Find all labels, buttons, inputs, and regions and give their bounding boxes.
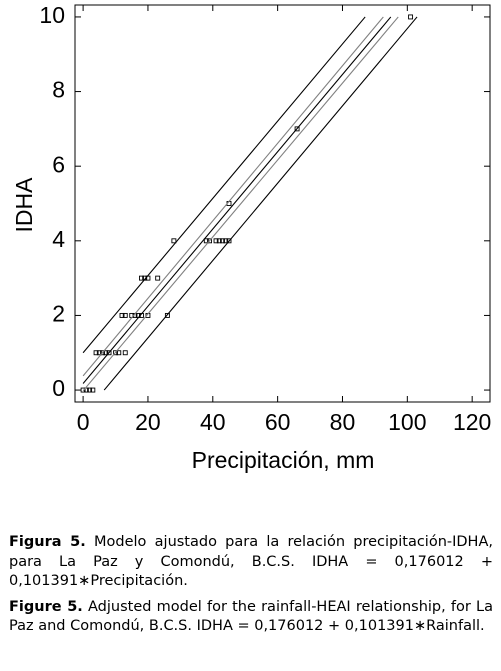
fit-line: [82, 16, 366, 354]
x-axis-label: Precipitación, mm: [192, 447, 375, 473]
data-point: [96, 350, 102, 356]
y-tick-label: 6: [52, 151, 65, 177]
data-point: [164, 312, 170, 318]
caption-es: Figura 5. Modelo ajustado para la relaci…: [9, 533, 493, 592]
y-tick-label: 4: [52, 226, 65, 252]
caption-text: Adjusted model for the rainfall-HEAI rel…: [9, 598, 494, 635]
y-tick-label: 10: [39, 2, 65, 28]
y-tick-label: 8: [52, 77, 65, 103]
x-tick-label: 0: [77, 409, 90, 435]
y-axis-label: IDHA: [11, 177, 37, 233]
caption-en: Figure 5. Adjusted model for the rainfal…: [9, 598, 493, 637]
data-point: [93, 350, 99, 356]
fit-line: [103, 16, 418, 391]
data-point: [113, 350, 118, 356]
x-tick-label: 80: [330, 409, 356, 435]
data-point: [87, 387, 93, 393]
data-point: [223, 238, 229, 244]
data-point: [216, 238, 222, 244]
data-point: [116, 350, 122, 356]
plot-frame: [74, 4, 491, 403]
data-point: [171, 238, 177, 244]
data-point: [100, 350, 106, 356]
y-tick-label: 2: [52, 301, 65, 327]
x-tick-label: 20: [135, 409, 161, 435]
data-point: [106, 350, 112, 356]
data-point: [408, 14, 414, 20]
x-tick-label: 100: [388, 409, 426, 435]
data-point: [122, 350, 128, 356]
caption: Figura 5. Modelo ajustado para la relaci…: [9, 533, 493, 643]
x-tick-label: 120: [453, 409, 491, 435]
caption-label: Figura 5.: [9, 534, 86, 550]
caption-label: Figure 5.: [9, 598, 83, 615]
data-point: [155, 275, 161, 281]
data-point: [80, 387, 86, 393]
data-point: [90, 387, 96, 393]
x-tick-label: 40: [200, 409, 226, 435]
data-point: [119, 312, 125, 318]
data-point: [139, 275, 144, 281]
y-tick-label: 0: [52, 375, 65, 401]
data-point: [294, 126, 300, 132]
x-tick-label: 60: [265, 409, 291, 435]
data-point: [122, 312, 128, 318]
fit-line: [82, 16, 399, 392]
data-point: [213, 238, 219, 244]
fit-line: [82, 16, 384, 377]
data-point: [103, 350, 109, 356]
data-point: [220, 238, 225, 244]
data-point: [226, 238, 232, 244]
data-point: [207, 238, 213, 244]
fit-line: [82, 16, 392, 384]
data-point: [203, 238, 209, 244]
caption-text: Modelo ajustado para la relación precipi…: [9, 534, 493, 589]
